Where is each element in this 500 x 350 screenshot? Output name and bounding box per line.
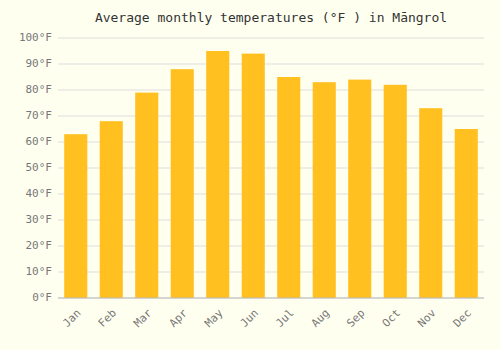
y-tick-label: 30°F: [26, 213, 53, 226]
chart-svg: Average monthly temperatures (°F ) in Mā…: [0, 0, 500, 350]
x-tick-label: May: [202, 306, 226, 330]
bar: [348, 80, 371, 298]
bar: [455, 129, 478, 298]
x-tick-label: Nov: [415, 306, 439, 330]
y-tick-label: 10°F: [26, 265, 53, 278]
grid-line: [58, 38, 484, 39]
x-tick-label: Apr: [167, 306, 191, 330]
y-tick-label: 0°F: [32, 291, 52, 304]
x-tick-label: Jan: [60, 307, 83, 330]
x-tick-label: Dec: [451, 307, 474, 330]
y-tick-label: 80°F: [26, 83, 53, 96]
grid-line: [58, 298, 484, 299]
y-tick-label: 60°F: [26, 135, 53, 148]
y-tick-label: 50°F: [26, 161, 53, 174]
y-tick-label: 70°F: [26, 109, 53, 122]
x-tick-label: Jun: [238, 307, 261, 330]
x-tick-label: Feb: [96, 307, 119, 330]
bar: [419, 108, 442, 298]
bar: [100, 121, 123, 298]
title: Average monthly temperatures (°F ) in Mā…: [95, 10, 447, 25]
x-tick-label: Jul: [273, 307, 296, 330]
bar: [64, 134, 87, 298]
x-axis-line: [58, 298, 484, 299]
x-tick-label: Sep: [344, 307, 367, 330]
grid: [58, 38, 484, 298]
bar: [206, 51, 229, 298]
y-tick-label: 20°F: [26, 239, 53, 252]
grid-line: [58, 90, 484, 91]
bar: [384, 85, 407, 298]
x-tick-label: Oct: [380, 307, 403, 330]
y-tick-label: 100°F: [19, 31, 52, 44]
bar: [277, 77, 300, 298]
x-tick-label: Mar: [131, 306, 155, 330]
y-tick-label: 90°F: [26, 57, 53, 70]
chart-container: Average monthly temperatures (°F ) in Mā…: [0, 0, 500, 350]
y-tick-label: 40°F: [26, 187, 53, 200]
bars: [64, 51, 478, 298]
bar: [242, 54, 265, 298]
bar: [171, 69, 194, 298]
bar: [135, 93, 158, 298]
grid-line: [58, 64, 484, 65]
bar: [313, 82, 336, 298]
x-tick-label: Aug: [309, 307, 332, 330]
background: [0, 0, 500, 350]
